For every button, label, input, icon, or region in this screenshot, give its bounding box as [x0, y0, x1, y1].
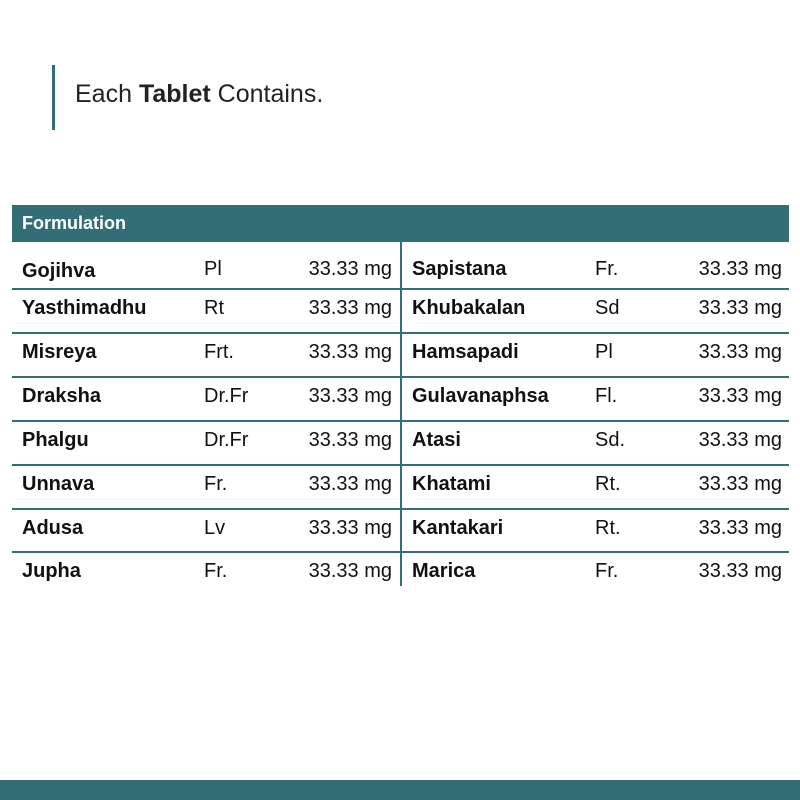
ingredient-dose: 33.33 mg: [308, 429, 392, 451]
ingredient-name: Phalgu: [22, 429, 89, 451]
ingredient-dose: 33.33 mg: [698, 258, 782, 280]
ingredient-name: Gojihva: [22, 260, 96, 282]
ingredient-part: Fl.: [595, 385, 618, 407]
row-separator: [12, 508, 789, 510]
ingredient-dose: 33.33 mg: [308, 473, 392, 495]
ingredient-part: Sd.: [595, 429, 626, 451]
table-header: Formulation: [12, 205, 789, 242]
ingredient-name: Gulavanaphsa: [412, 385, 549, 407]
ingredient-name: Unnava: [22, 473, 95, 495]
ingredient-name: Adusa: [22, 517, 84, 539]
ingredient-dose: 33.33 mg: [308, 341, 392, 363]
ingredient-part: Rt.: [595, 473, 621, 495]
column-divider: [400, 242, 402, 586]
ingredient-name: Atasi: [412, 429, 461, 451]
ingredient-dose: 33.33 mg: [698, 517, 782, 539]
ingredient-part: Fr.: [204, 560, 228, 582]
ingredient-dose: 33.33 mg: [698, 341, 782, 363]
ingredient-part: Sd: [595, 297, 620, 319]
ingredient-part: Rt: [204, 297, 224, 319]
row-separator: [12, 332, 789, 334]
ingredient-name: Khatami: [412, 473, 491, 495]
footer-bar: [0, 780, 800, 800]
ingredient-part: Pl: [204, 258, 222, 280]
ingredient-part: Fr.: [204, 473, 228, 495]
row-separator: [12, 551, 789, 553]
ingredient-part: Lv: [204, 517, 226, 539]
ingredient-dose: 33.33 mg: [308, 258, 392, 280]
page-title: Each Tablet Contains.: [75, 80, 323, 109]
ingredient-part: Frt.: [204, 341, 234, 363]
ingredient-name: Jupha: [22, 560, 81, 582]
title-bold: Tablet: [138, 80, 211, 108]
ingredient-part: Dr.Fr: [204, 385, 249, 407]
ingredient-dose: 33.33 mg: [698, 560, 782, 582]
row-separator: [12, 288, 789, 290]
ingredient-dose: 33.33 mg: [698, 385, 782, 407]
ingredient-name: Draksha: [22, 385, 101, 407]
row-separator: [12, 376, 789, 378]
ingredient-dose: 33.33 mg: [308, 297, 392, 319]
ingredient-dose: 33.33 mg: [698, 429, 782, 451]
ingredient-dose: 33.33 mg: [308, 517, 392, 539]
ingredient-dose: 33.33 mg: [308, 560, 392, 582]
ingredient-dose: 33.33 mg: [698, 473, 782, 495]
ingredient-name: Marica: [412, 560, 476, 582]
title-suffix: Contains.: [210, 80, 324, 108]
ingredient-part: Fr.: [595, 258, 619, 280]
title-prefix: Each: [75, 80, 139, 108]
ingredient-name: Hamsapadi: [412, 341, 519, 363]
ingredient-name: Kantakari: [412, 517, 504, 539]
ingredient-name: Yasthimadhu: [22, 297, 147, 319]
ingredient-part: Dr.Fr: [204, 429, 249, 451]
ingredient-part: Fr.: [595, 560, 619, 582]
ingredient-dose: 33.33 mg: [308, 385, 392, 407]
ingredient-part: Rt.: [595, 517, 621, 539]
title-accent-bar: [52, 65, 55, 130]
row-separator: [12, 420, 789, 422]
row-separator: [12, 464, 789, 466]
ingredient-part: Pl: [595, 341, 613, 363]
ingredient-dose: 33.33 mg: [698, 297, 782, 319]
ingredient-name: Misreya: [22, 341, 97, 363]
ingredient-name: Khubakalan: [412, 297, 526, 319]
ingredient-name: Sapistana: [412, 258, 507, 280]
